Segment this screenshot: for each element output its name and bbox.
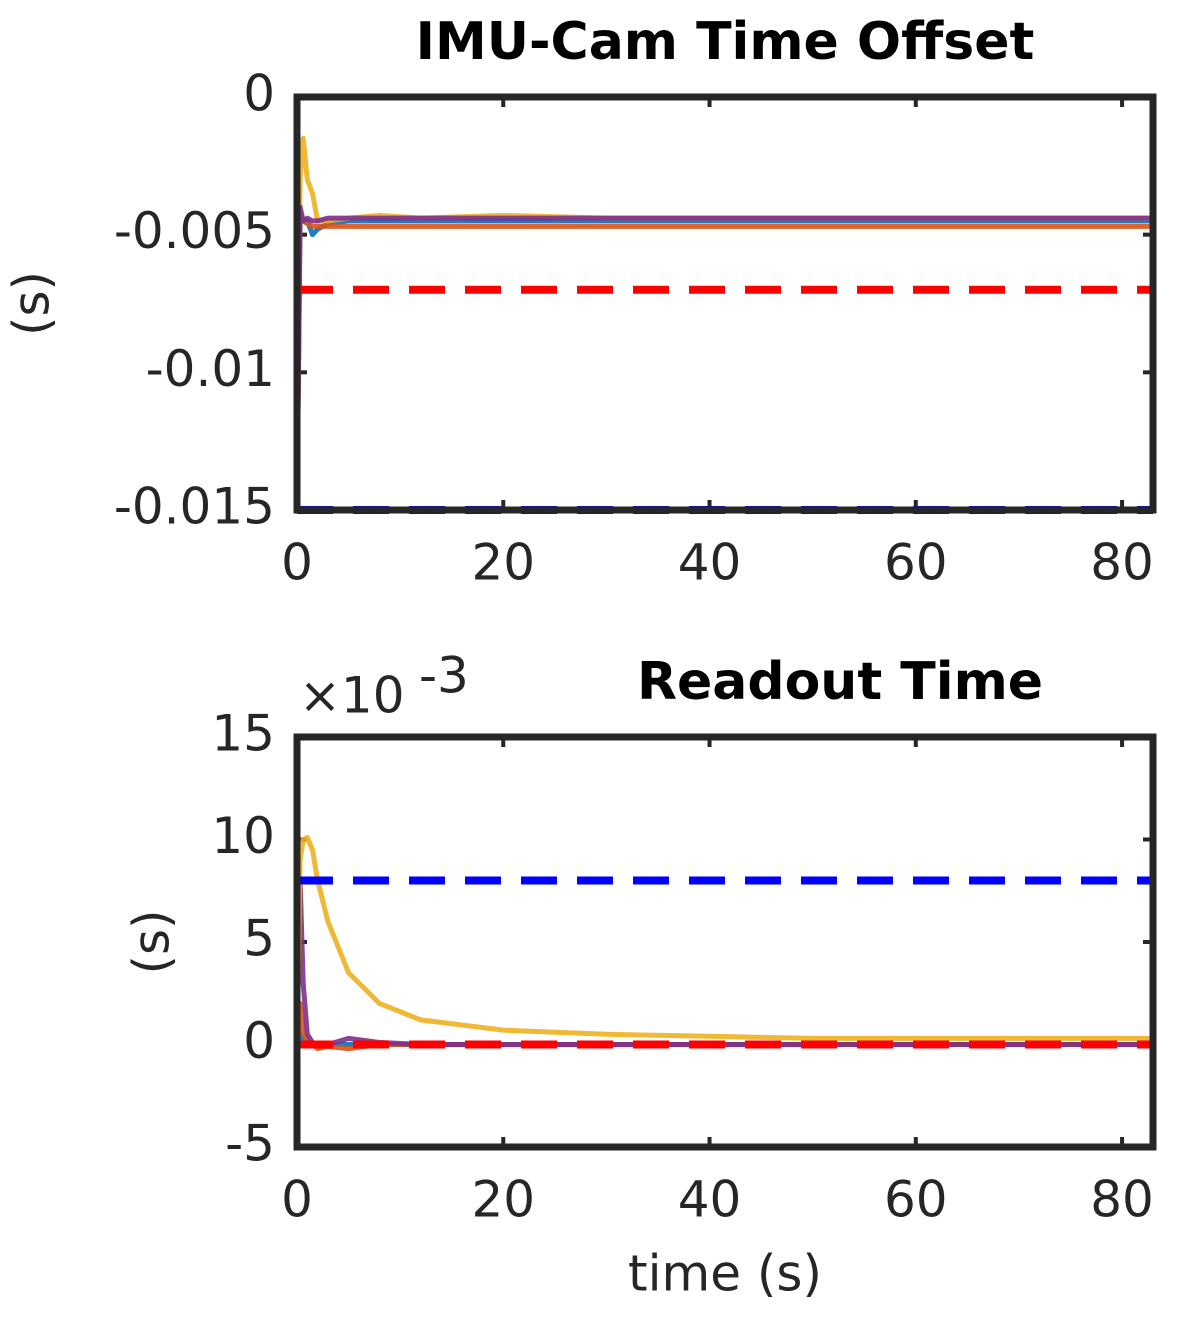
multiplier-base: ×10	[299, 667, 405, 725]
plot-frame	[293, 93, 1157, 514]
y-tick-label: 0	[243, 65, 275, 123]
series-line	[294, 135, 1153, 511]
subplot: IMU-Cam Time Offset (s) 0 -0.005 -0.01 -0.015…	[3, 12, 1157, 592]
plot-frame	[293, 733, 1157, 1151]
x-tick-label: 0	[281, 534, 313, 592]
x-tick-label: 80	[1090, 1171, 1154, 1229]
x-tick-label: 20	[471, 1171, 535, 1229]
chart-title: Readout Time	[637, 652, 1043, 712]
y-tick-label: 10	[211, 807, 275, 865]
y-tick-label: 5	[243, 910, 275, 968]
series-line	[294, 204, 1153, 511]
y-tick-label: -0.005	[114, 202, 275, 260]
x-tick-label: 60	[884, 534, 948, 592]
chart-title: IMU-Cam Time Offset	[416, 12, 1035, 72]
x-tick-label: 80	[1090, 534, 1154, 592]
series-line	[294, 210, 1153, 511]
series-line	[294, 834, 1153, 1045]
y-tick-label: 15	[211, 705, 275, 763]
series-line	[294, 218, 1153, 511]
y-axis-label: (s)	[123, 909, 181, 974]
multiplier-exponent: -3	[419, 647, 469, 705]
y-tick-label: 0	[243, 1012, 275, 1070]
x-tick-label: 60	[884, 1171, 948, 1229]
y-tick-label: -0.015	[114, 478, 275, 536]
x-tick-label: 40	[678, 1171, 742, 1229]
x-tick-label: 40	[678, 534, 742, 592]
x-tick-label: 20	[471, 534, 535, 592]
y-tick-label: -5	[225, 1115, 275, 1173]
y-axis-label: (s)	[3, 271, 61, 336]
y-tick-label: -0.01	[146, 340, 275, 398]
x-tick-label: 0	[281, 1171, 313, 1229]
x-axis-label: time (s)	[628, 1245, 822, 1303]
